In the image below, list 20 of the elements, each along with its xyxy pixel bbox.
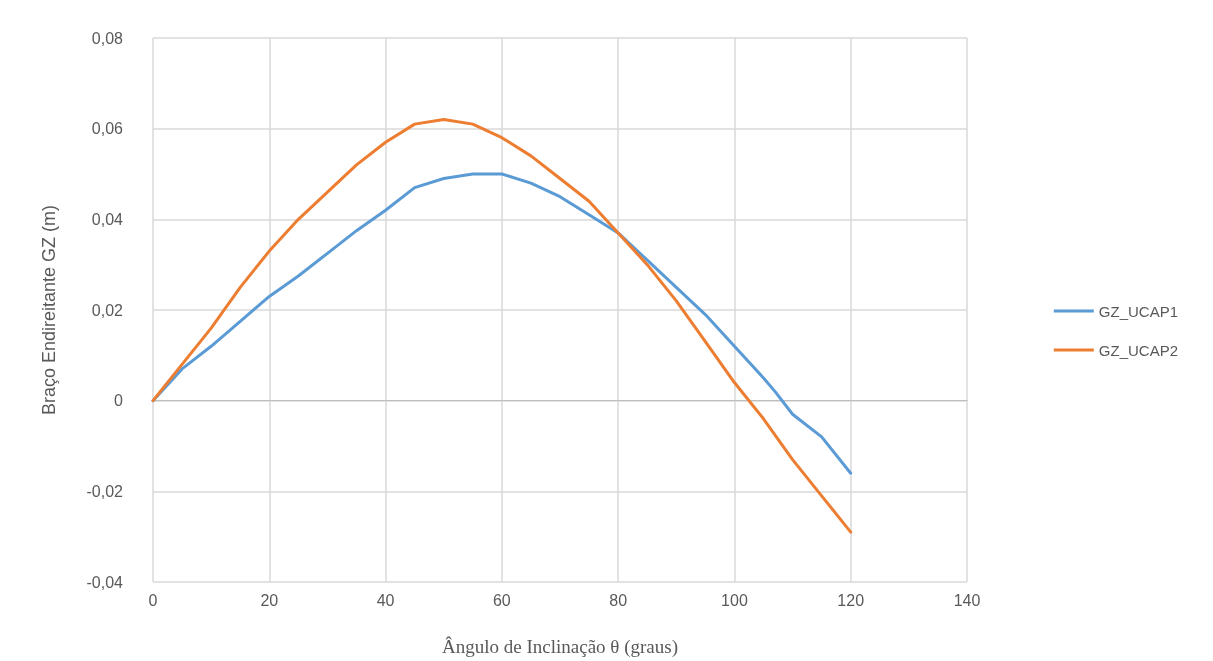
y-tick-label: 0,04 — [91, 210, 124, 228]
x-tick-label: 20 — [260, 591, 279, 609]
x-tick-label: 100 — [721, 591, 748, 609]
x-tick-label: 40 — [376, 591, 395, 609]
line-series — [151, 118, 853, 534]
x-axis-title: Ângulo de Inclinação θ (graus) — [442, 636, 678, 658]
x-tick-label: 60 — [492, 591, 511, 609]
y-axis-title: Braço Endireitante GZ (m) — [39, 204, 59, 416]
y-tick-label: 0,08 — [91, 29, 124, 47]
y-tick-label: 0,06 — [91, 120, 124, 138]
x-tick-label: 120 — [837, 591, 865, 609]
legend-label: GZ_UCAP2 — [1098, 341, 1179, 359]
x-tick-label: 80 — [609, 591, 628, 609]
x-tick-label: 140 — [953, 591, 981, 609]
x-tick-label: 0 — [148, 591, 158, 609]
y-tick-label: 0 — [114, 392, 124, 410]
legend-label: GZ_UCAP1 — [1098, 302, 1179, 320]
y-tick-label: 0,02 — [91, 301, 124, 319]
y-tick-label: -0,02 — [86, 482, 124, 500]
y-tick-label: -0,04 — [86, 573, 124, 591]
